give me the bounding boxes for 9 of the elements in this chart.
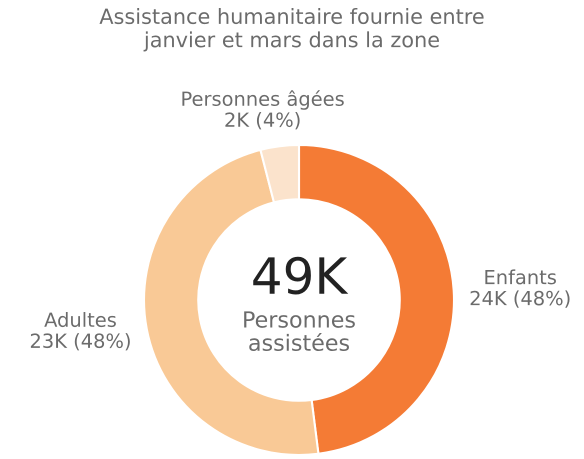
slice-label: Adultes: [44, 312, 116, 328]
slice-label: Personnes âgées: [182, 90, 344, 110]
data-label: 23K (48%): [30, 333, 130, 350]
data-label: 24K (48%): [470, 290, 570, 308]
slice-label: Enfants: [485, 269, 556, 284]
text: 49K: [253, 256, 348, 295]
chart-title: Assistance humanitaire fournie entre janvier et mars dans la zone: [99, 8, 484, 52]
data-label: 2K (4%): [225, 112, 300, 130]
text: Personnes assistées: [244, 311, 355, 352]
